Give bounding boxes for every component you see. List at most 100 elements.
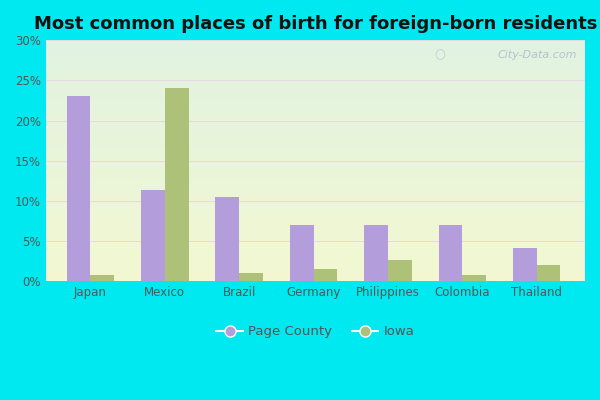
Bar [46, 234, 585, 236]
Bar [46, 58, 585, 60]
Bar [46, 66, 585, 67]
Bar [46, 126, 585, 127]
Bar [46, 193, 585, 194]
Bar [46, 237, 585, 238]
Bar [46, 112, 585, 114]
Bar [239, 273, 263, 281]
Bar [46, 220, 585, 221]
Bar [46, 85, 585, 86]
Bar [46, 205, 585, 206]
Bar [46, 167, 585, 168]
Bar [46, 255, 585, 256]
Bar [46, 248, 585, 249]
Bar [46, 176, 585, 178]
Bar [46, 139, 585, 140]
Bar [46, 155, 585, 156]
Bar [46, 272, 585, 273]
Bar [46, 168, 585, 169]
Bar [46, 275, 585, 276]
Bar [46, 51, 585, 52]
Bar [46, 273, 585, 274]
Bar [46, 204, 585, 205]
Bar [46, 198, 585, 199]
Bar [536, 265, 560, 281]
Bar [46, 87, 585, 88]
Bar [46, 254, 585, 255]
Bar [439, 225, 462, 281]
Text: City-Data.com: City-Data.com [497, 50, 577, 60]
Bar [46, 75, 585, 76]
Bar [46, 64, 585, 66]
Bar [46, 244, 585, 245]
Bar [141, 190, 165, 281]
Bar [46, 178, 585, 179]
Bar [46, 92, 585, 93]
Bar [46, 48, 585, 50]
Bar [46, 173, 585, 174]
Bar [46, 91, 585, 92]
Bar [46, 252, 585, 254]
Bar [46, 227, 585, 228]
Bar [46, 196, 585, 197]
Bar [46, 200, 585, 202]
Bar [46, 111, 585, 112]
Bar [46, 251, 585, 252]
Bar [46, 236, 585, 237]
Bar [364, 225, 388, 281]
Bar [46, 266, 585, 267]
Bar [46, 46, 585, 47]
Bar [46, 184, 585, 185]
Bar [46, 191, 585, 192]
Bar [46, 249, 585, 250]
Bar [46, 221, 585, 222]
Bar [46, 152, 585, 154]
Bar [46, 163, 585, 164]
Bar [46, 117, 585, 118]
Bar [46, 262, 585, 263]
Bar [46, 226, 585, 227]
Bar [46, 50, 585, 51]
Bar [46, 104, 585, 105]
Bar [46, 78, 585, 79]
Bar [46, 110, 585, 111]
Bar [46, 194, 585, 196]
Bar [46, 118, 585, 120]
Bar [46, 57, 585, 58]
Bar [46, 70, 585, 72]
Bar [46, 63, 585, 64]
Bar [46, 80, 585, 81]
Bar [290, 225, 314, 281]
Bar [46, 148, 585, 149]
Bar [46, 156, 585, 157]
Bar [46, 261, 585, 262]
Bar [46, 181, 585, 182]
Bar [46, 140, 585, 142]
Bar [46, 81, 585, 82]
Bar [46, 151, 585, 152]
Bar [46, 222, 585, 224]
Bar [46, 116, 585, 117]
Bar [46, 61, 585, 62]
Bar [46, 122, 585, 123]
Bar [46, 162, 585, 163]
Bar [46, 258, 585, 260]
Bar [46, 90, 585, 91]
Bar [46, 239, 585, 240]
Bar [46, 256, 585, 257]
Bar [46, 187, 585, 188]
Bar [46, 130, 585, 132]
Bar [46, 96, 585, 97]
Bar [46, 242, 585, 243]
Bar [46, 257, 585, 258]
Bar [388, 260, 412, 281]
Bar [46, 243, 585, 244]
Bar [46, 73, 585, 74]
Bar [46, 52, 585, 53]
Bar [215, 197, 239, 281]
Bar [46, 225, 585, 226]
Bar [46, 203, 585, 204]
Bar [46, 169, 585, 170]
Bar [46, 132, 585, 133]
Bar [46, 206, 585, 208]
Bar [46, 179, 585, 180]
